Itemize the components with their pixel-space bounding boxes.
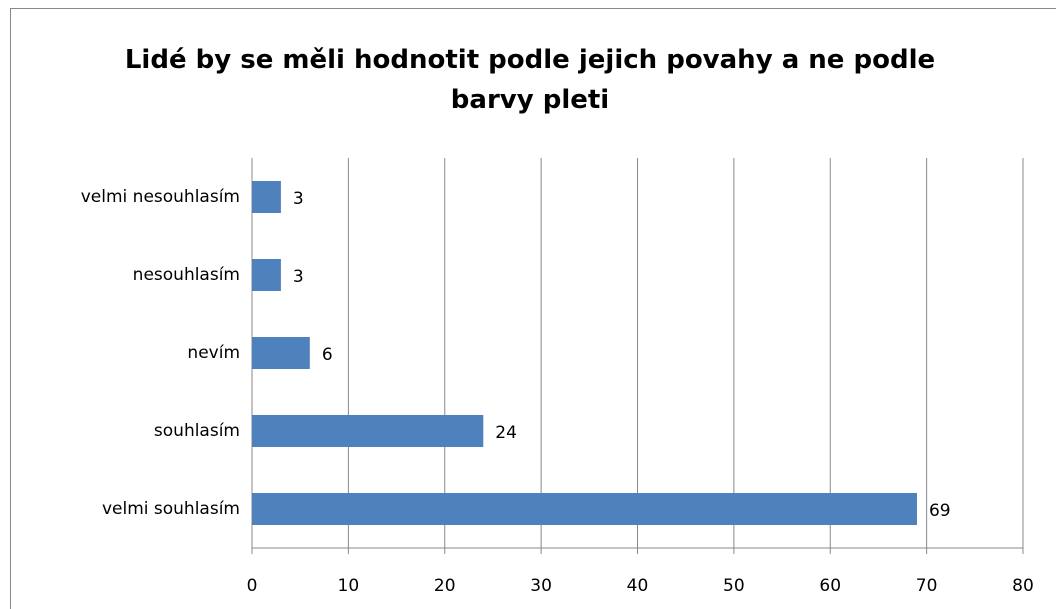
data-label: 3 xyxy=(293,267,304,287)
bar xyxy=(252,493,917,525)
x-tick-label: 60 xyxy=(819,576,841,596)
data-label: 3 xyxy=(293,189,304,209)
x-tick-label: 20 xyxy=(434,576,456,596)
x-tick-label: 0 xyxy=(247,576,258,596)
bar xyxy=(252,181,281,213)
bar xyxy=(252,415,484,447)
bar xyxy=(252,337,310,369)
y-tick-label: nesouhlasím xyxy=(133,265,240,285)
x-tick-label: 40 xyxy=(627,576,649,596)
y-tick-label: velmi nesouhlasím xyxy=(81,187,240,207)
bar xyxy=(252,259,281,291)
data-label: 69 xyxy=(929,501,951,521)
data-label: 6 xyxy=(322,345,333,365)
chart-title: Lidé by se měli hodnotit podle jejich po… xyxy=(124,45,936,115)
x-tick-label: 30 xyxy=(530,576,552,596)
x-tick-label: 80 xyxy=(1012,576,1034,596)
x-tick-label: 10 xyxy=(338,576,360,596)
y-tick-label: velmi souhlasím xyxy=(102,499,240,519)
x-tick-label: 50 xyxy=(723,576,745,596)
y-tick-label: souhlasím xyxy=(154,421,240,441)
data-label: 24 xyxy=(495,423,517,443)
y-tick-label: nevím xyxy=(187,343,240,363)
x-tick-label: 70 xyxy=(916,576,938,596)
